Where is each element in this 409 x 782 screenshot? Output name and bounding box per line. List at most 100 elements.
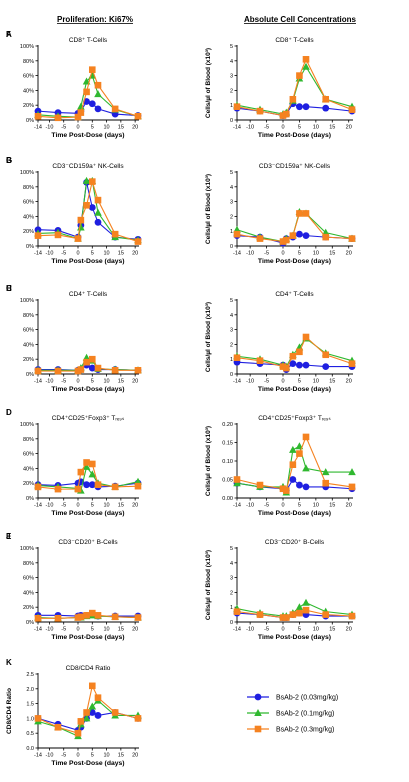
y-tick-label: 100% bbox=[20, 170, 34, 176]
data-point bbox=[233, 230, 241, 238]
x-tick-label: 15 bbox=[118, 753, 124, 759]
chart-title: CD3⁻CD159a⁺ NK-Cells bbox=[259, 163, 331, 170]
data-point bbox=[302, 464, 310, 472]
data-point bbox=[34, 483, 42, 491]
data-point bbox=[88, 364, 96, 372]
data-point bbox=[233, 103, 241, 110]
chart-title: CD4⁺CD25⁺Foxp3⁺ Tᵣₑ₉ₛ bbox=[52, 415, 125, 422]
x-tick-label: -5 bbox=[264, 251, 269, 257]
x-tick-label: 20 bbox=[132, 251, 138, 257]
data-point bbox=[256, 611, 264, 618]
data-point bbox=[77, 613, 85, 621]
chart-title: CD4⁺CD25⁺Foxp3⁺ Tᵣₑ₉ₛ bbox=[258, 415, 331, 422]
data-point bbox=[295, 603, 304, 611]
panel-letter: I bbox=[6, 408, 8, 417]
data-point bbox=[34, 113, 42, 120]
left-column-header: Proliferation: Ki67% bbox=[57, 15, 133, 24]
data-point bbox=[88, 355, 96, 363]
data-point bbox=[289, 445, 297, 453]
y-tick-label: 1 bbox=[230, 229, 233, 235]
chart-panel-b: B CD3⁻CD159a⁺ NK-Cells 0% 20% 40% 60% 80% 100% -… bbox=[6, 156, 142, 265]
y-tick-label: 1 bbox=[230, 605, 233, 611]
x-tick-label: 15 bbox=[118, 503, 124, 509]
data-point bbox=[74, 113, 82, 121]
y-tick-label: 5 bbox=[230, 546, 233, 552]
x-tick-label: 5 bbox=[91, 503, 94, 509]
data-point bbox=[233, 608, 241, 615]
x-tick-label: -5 bbox=[61, 627, 66, 633]
panel-letter: K bbox=[6, 658, 12, 667]
y-tick-label: 0.15 bbox=[222, 441, 233, 447]
legend: BsAb-2 (0.03mg/kg) BsAb-2 (0.1mg/kg) BsAb-… bbox=[247, 693, 338, 734]
data-point bbox=[282, 236, 290, 244]
data-point bbox=[77, 223, 85, 231]
data-point bbox=[83, 481, 90, 489]
data-point bbox=[321, 468, 330, 476]
panel-letter: C bbox=[6, 284, 12, 293]
data-point bbox=[296, 481, 303, 489]
x-tick-label: -14 bbox=[34, 379, 42, 385]
x-tick-label: 15 bbox=[118, 627, 124, 633]
x-tick-label: 0 bbox=[76, 125, 79, 131]
y-tick-label: 0% bbox=[26, 372, 34, 378]
y-tick-label: 60% bbox=[23, 452, 34, 458]
series-3 bbox=[233, 433, 356, 494]
y-tick-label: 80% bbox=[23, 437, 34, 443]
y-tick-label: 60% bbox=[23, 200, 34, 206]
series-3 bbox=[233, 333, 356, 372]
y-tick-label: 60% bbox=[23, 576, 34, 582]
x-tick-label: 5 bbox=[91, 627, 94, 633]
data-point bbox=[94, 481, 102, 488]
data-point bbox=[256, 107, 264, 115]
y-tick-label: 4 bbox=[230, 313, 233, 319]
x-tick-label: 0 bbox=[76, 753, 79, 759]
data-point bbox=[289, 611, 297, 618]
x-tick-label: -10 bbox=[246, 627, 254, 633]
x-tick-label: 5 bbox=[298, 251, 301, 257]
series-line bbox=[236, 445, 352, 495]
legend-label: BsAb-2 (0.3mg/kg) bbox=[276, 727, 334, 734]
data-point bbox=[296, 450, 303, 457]
data-point bbox=[282, 364, 290, 372]
data-point bbox=[282, 487, 290, 494]
chart-title: CD3⁻CD159a⁺ NK-Cells bbox=[52, 163, 124, 170]
y-tick-label: 80% bbox=[23, 59, 34, 65]
y-tick-label: 100% bbox=[20, 422, 34, 428]
y-tick-label: 20% bbox=[23, 605, 34, 611]
data-point bbox=[77, 102, 85, 110]
y-tick-label: 60% bbox=[23, 328, 34, 334]
x-tick-label: -5 bbox=[264, 125, 269, 131]
x-tick-label: -10 bbox=[246, 251, 254, 257]
x-tick-label: 20 bbox=[132, 379, 138, 385]
x-tick-label: -5 bbox=[264, 627, 269, 633]
y-axis-label: Cells/µl of Blood (x10³) bbox=[205, 550, 212, 620]
x-tick-label: 20 bbox=[346, 251, 352, 257]
x-tick-label: -10 bbox=[45, 379, 53, 385]
data-point bbox=[111, 230, 119, 238]
x-tick-label: 15 bbox=[118, 251, 124, 257]
data-point bbox=[296, 72, 303, 79]
y-tick-label: 0 bbox=[230, 118, 233, 124]
x-tick-label: 5 bbox=[298, 503, 301, 509]
data-point bbox=[34, 715, 42, 722]
data-point bbox=[111, 483, 119, 491]
y-tick-label: 2 bbox=[230, 342, 233, 348]
y-tick-label: 3 bbox=[230, 74, 233, 80]
data-point bbox=[74, 729, 82, 737]
y-tick-label: 2.5 bbox=[26, 672, 34, 678]
series-3 bbox=[34, 609, 142, 622]
data-point bbox=[94, 364, 102, 372]
data-point bbox=[289, 360, 297, 368]
chart-title: CD8⁺ T-Cells bbox=[69, 37, 108, 44]
y-tick-label: 2 bbox=[230, 88, 233, 94]
y-tick-label: 20% bbox=[23, 229, 34, 235]
data-point bbox=[94, 694, 102, 701]
chart-panel-a: A CD8⁺ T-Cells 0% 20% 40% 60% 80% 100% -14 -10 -5 0… bbox=[6, 30, 142, 139]
y-tick-label: 40% bbox=[23, 466, 34, 472]
y-tick-label: 4 bbox=[230, 185, 233, 191]
panel-letter: A bbox=[6, 30, 12, 39]
data-point bbox=[289, 461, 297, 468]
x-tick-label: 20 bbox=[132, 503, 138, 509]
